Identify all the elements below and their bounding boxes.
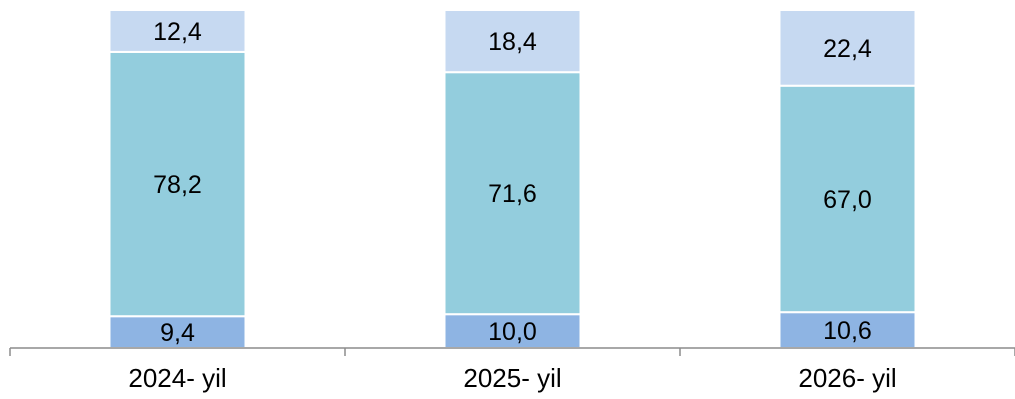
x-tick-label-2: 2025- yil <box>463 363 561 393</box>
data-label-1-3: 10,6 <box>823 317 872 345</box>
x-tick-label-3: 2026- yil <box>798 363 896 393</box>
data-label-2-3: 67,0 <box>823 186 872 214</box>
bar-segment-2-1 <box>108 50 247 318</box>
bar-segment-2-2 <box>443 71 582 316</box>
data-label-2-2: 71,6 <box>488 180 537 208</box>
x-tick-labels: 2024- yil 2025- yil 2026- yil <box>128 363 896 393</box>
bars-group <box>108 9 917 350</box>
data-label-3-1: 12,4 <box>153 18 202 46</box>
x-tick-label-1: 2024- yil <box>128 363 226 393</box>
bar-segment-2-3 <box>778 84 917 314</box>
data-label-1-2: 10,0 <box>488 318 537 346</box>
x-axis-ticks <box>9 348 1015 356</box>
data-label-1-1: 9,4 <box>160 319 195 347</box>
bar-segment-1-2 <box>443 313 582 350</box>
data-label-2-1: 78,2 <box>153 171 202 199</box>
data-label-3-2: 18,4 <box>488 28 537 56</box>
bar-segment-3-3 <box>778 9 917 87</box>
bar-segment-3-1 <box>108 9 247 53</box>
bar-segment-3-2 <box>443 9 582 74</box>
data-label-3-3: 22,4 <box>823 35 872 63</box>
data-labels-group: 9,4 78,2 12,4 10,0 71,6 18,4 10,6 67,0 22,4 <box>153 18 872 347</box>
